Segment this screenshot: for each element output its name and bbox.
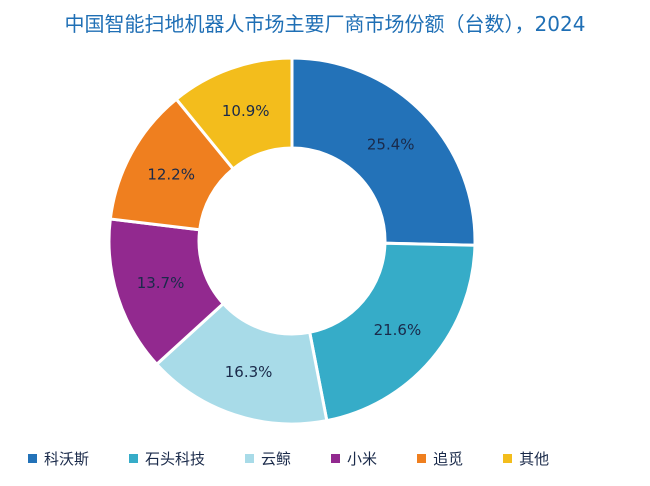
legend-item-2: 石头科技 bbox=[129, 448, 205, 469]
slice-label-2: 21.6% bbox=[374, 321, 422, 339]
slice-6 bbox=[174, 56, 294, 172]
slice-1 bbox=[290, 56, 477, 247]
legend-label-2: 石头科技 bbox=[145, 450, 206, 468]
slice-label-3: 16.3% bbox=[225, 363, 273, 381]
legend-label-1: 科沃斯 bbox=[44, 450, 90, 468]
slice-label-6: 10.9% bbox=[222, 102, 270, 120]
legend-swatch-2 bbox=[129, 454, 139, 463]
legend-item-3: 云鲸 bbox=[245, 448, 291, 469]
legend-label-3: 云鲸 bbox=[261, 450, 292, 468]
legend-item-5: 追觅 bbox=[417, 448, 463, 469]
legend-label-6: 其他 bbox=[519, 450, 550, 468]
slice-label-1: 25.4% bbox=[367, 136, 415, 154]
slice-3 bbox=[154, 301, 329, 426]
chart-legend: 科沃斯 石头科技 云鲸 小米 追觅 其他 bbox=[28, 448, 628, 469]
slice-label-5: 12.2% bbox=[147, 165, 195, 183]
legend-item-4: 小米 bbox=[331, 448, 377, 469]
slice-label-4: 13.7% bbox=[137, 274, 185, 292]
chart-title: 中国智能扫地机器人市场主要厂商市场份额（台数），2024 bbox=[64, 12, 586, 36]
legend-label-4: 小米 bbox=[347, 450, 378, 468]
legend-item-6: 其他 bbox=[503, 448, 549, 469]
legend-swatch-3 bbox=[245, 454, 255, 463]
legend-swatch-5 bbox=[417, 454, 427, 463]
slice-2 bbox=[307, 241, 477, 423]
legend-swatch-6 bbox=[503, 454, 513, 463]
legend-swatch-4 bbox=[331, 454, 341, 463]
legend-item-1: 科沃斯 bbox=[28, 448, 89, 469]
legend-label-5: 追觅 bbox=[433, 450, 464, 468]
legend-swatch-1 bbox=[28, 454, 37, 463]
